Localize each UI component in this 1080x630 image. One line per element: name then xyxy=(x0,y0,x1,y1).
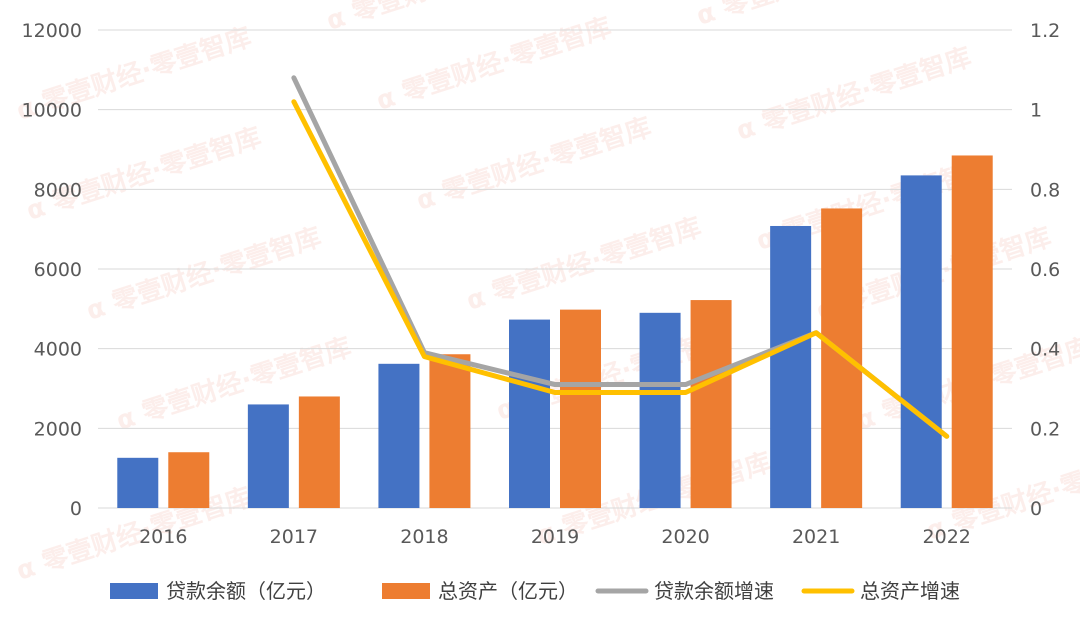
x-tick-label: 2019 xyxy=(531,526,579,548)
bar-total-assets xyxy=(821,208,863,508)
x-axis-ticks: 2016 2017 2018 2019 2020 2021 2022 xyxy=(139,526,971,548)
y-left-tick-label: 4000 xyxy=(34,339,82,361)
bar-total-assets xyxy=(560,309,601,508)
y-right-tick-label: 0.8 xyxy=(1030,179,1060,201)
legend-swatch xyxy=(382,583,430,599)
watermark-text: α 零壹财经·零壹智库 xyxy=(693,0,935,32)
x-tick-label: 2021 xyxy=(792,526,840,548)
y-right-tick-label: 0.6 xyxy=(1030,259,1060,281)
bar-loan-balance xyxy=(247,404,289,508)
x-tick-label: 2016 xyxy=(139,526,187,548)
y-right-tick-label: 0.2 xyxy=(1030,418,1060,440)
lines xyxy=(291,75,950,439)
bar-loan-balance xyxy=(117,457,159,508)
bar-total-assets xyxy=(951,155,993,508)
y-left-tick-label: 2000 xyxy=(34,418,82,440)
legend-label: 贷款余额（亿元） xyxy=(166,579,326,603)
y-left-tick-label: 0 xyxy=(70,498,82,520)
watermark-text: α 零壹财经·零壹智库 xyxy=(413,112,655,217)
right-axis-ticks: 0 0.2 0.4 0.6 0.8 1 1.2 xyxy=(1030,20,1060,520)
bar-total-assets xyxy=(168,452,210,508)
bar-loan-balance xyxy=(509,319,550,508)
legend-swatch xyxy=(110,583,158,599)
legend-label: 总资产（亿元） xyxy=(438,579,578,603)
x-tick-label: 2018 xyxy=(400,526,448,548)
legend-label: 贷款余额增速 xyxy=(654,579,774,603)
bar-total-assets xyxy=(429,354,471,508)
watermark-text: α 零壹财经·零壹智库 xyxy=(23,122,265,227)
y-left-tick-label: 12000 xyxy=(22,20,82,42)
y-left-tick-label: 8000 xyxy=(34,179,82,201)
watermark-text: α 零壹财经·零壹智库 xyxy=(463,212,705,317)
x-tick-label: 2017 xyxy=(270,526,318,548)
bar-total-assets xyxy=(298,396,340,508)
y-right-tick-label: 0 xyxy=(1030,498,1042,520)
bar-loan-balance xyxy=(378,363,420,508)
bar-total-assets xyxy=(690,300,732,508)
legend-label: 总资产增速 xyxy=(860,579,960,603)
bar-loan-balance xyxy=(770,225,812,509)
left-axis-ticks: 0 2000 4000 6000 8000 10000 12000 xyxy=(22,20,82,520)
bars xyxy=(117,155,993,509)
x-tick-label: 2022 xyxy=(923,526,971,548)
watermark-text: α 零壹财经·零壹智库 xyxy=(323,0,565,37)
y-left-tick-label: 10000 xyxy=(22,100,82,122)
bar-loan-balance xyxy=(639,312,681,508)
y-left-tick-label: 6000 xyxy=(34,259,82,281)
y-right-tick-label: 1.2 xyxy=(1030,20,1060,42)
x-tick-label: 2020 xyxy=(661,526,709,548)
watermark-text: α 零壹财经·零壹智库 xyxy=(83,222,325,327)
y-right-tick-label: 0.4 xyxy=(1030,339,1060,361)
y-right-tick-label: 1 xyxy=(1030,100,1042,122)
bar-loan-balance xyxy=(900,175,942,508)
legend: 贷款余额（亿元） 总资产（亿元） 贷款余额增速 总资产增速 xyxy=(110,579,960,603)
watermark-text: α 零壹财经·零壹智库 xyxy=(373,12,615,117)
line-asset-growth xyxy=(291,99,950,439)
watermark-text: α 零壹财经·零壹智库 xyxy=(733,42,975,147)
